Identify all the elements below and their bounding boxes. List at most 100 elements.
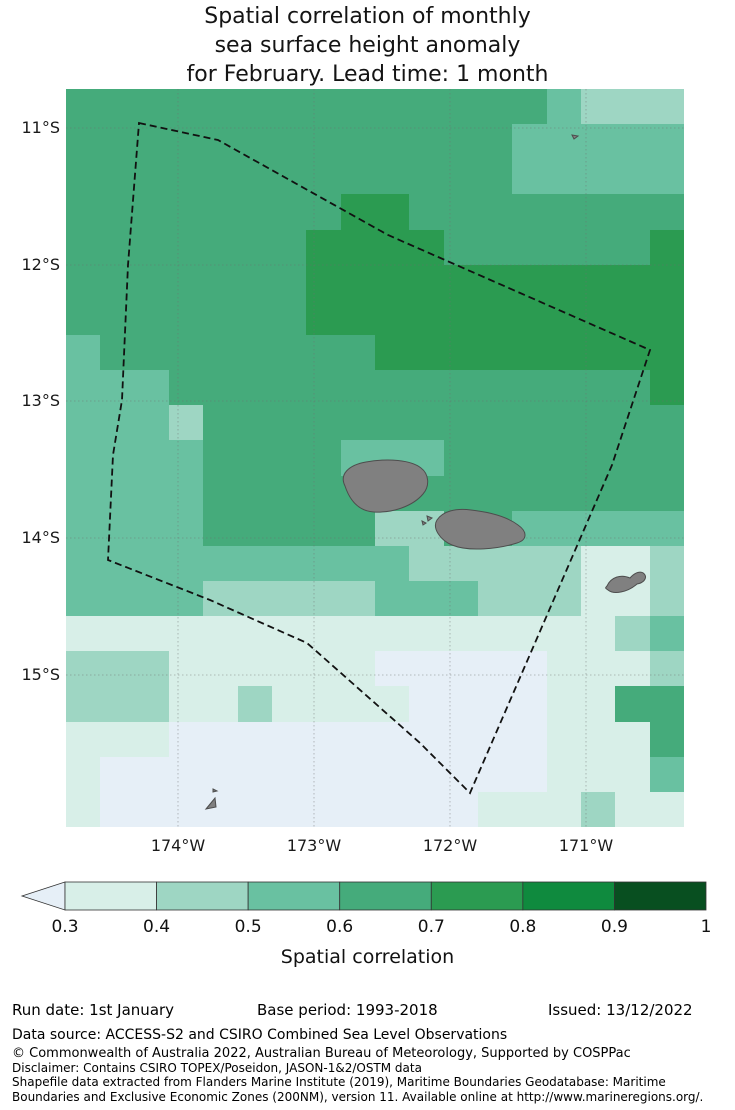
grid-cell	[341, 230, 375, 265]
grid-cell	[238, 230, 272, 265]
copyright-text: © Commonwealth of Australia 2022, Austra…	[12, 1046, 631, 1061]
grid-cell	[169, 405, 203, 440]
grid-cell	[478, 194, 512, 230]
island-upolu	[435, 508, 526, 550]
grid-cell	[547, 194, 581, 230]
grid-cell	[272, 792, 306, 827]
grid-cell	[444, 159, 478, 194]
grid-cell	[66, 651, 100, 686]
grid-cell	[306, 89, 341, 124]
grid-cell	[238, 722, 272, 757]
grid-cell	[650, 89, 684, 124]
grid-cell	[238, 651, 272, 686]
grid-cell	[306, 722, 341, 757]
grid-cell	[238, 546, 272, 581]
grid-cell	[409, 757, 444, 792]
grid-cell	[547, 686, 581, 722]
grid-cell	[478, 476, 512, 511]
grid-cell	[581, 546, 615, 581]
colorbar-tick-label: 1	[700, 917, 712, 937]
grid-cell	[100, 335, 135, 370]
grid-cell	[615, 370, 650, 405]
longitude-tick-label: 174°W	[150, 836, 206, 855]
grid-cell	[306, 300, 341, 335]
grid-cell	[169, 335, 203, 370]
grid-cell	[203, 194, 238, 230]
grid-cell	[306, 230, 341, 265]
island-apolima-islet	[421, 520, 427, 526]
grid-cell	[341, 722, 375, 757]
latitude-tick-label: 13°S	[21, 391, 60, 410]
grid-cell	[444, 546, 478, 581]
grid-cell	[306, 686, 341, 722]
grid-cell	[272, 194, 306, 230]
grid-cell	[512, 476, 547, 511]
grid-cell	[547, 476, 581, 511]
grid-cell	[203, 651, 238, 686]
grid-cell	[615, 440, 650, 476]
grid-cell	[650, 265, 684, 300]
grid-cell	[409, 616, 444, 651]
grid-cell	[512, 335, 547, 370]
colorbar-tick-label: 0.6	[326, 917, 354, 937]
grid-cell	[341, 792, 375, 827]
grid-cell	[581, 757, 615, 792]
grid-cell	[581, 686, 615, 722]
grid-cell	[341, 651, 375, 686]
grid-cell	[238, 476, 272, 511]
grid-cell	[272, 511, 306, 546]
issued-text: Issued: 13/12/2022	[548, 1001, 693, 1019]
grid-cell	[169, 194, 203, 230]
grid-cell	[238, 405, 272, 440]
grid-cell	[169, 546, 203, 581]
grid-cell	[375, 686, 409, 722]
longitude-tick-label: 171°W	[558, 836, 614, 855]
grid-cell	[375, 651, 409, 686]
colorbar	[20, 881, 707, 911]
grid-cell	[547, 405, 581, 440]
grid-cell	[306, 370, 341, 405]
grid-cell	[135, 89, 169, 124]
latitude-tick-label: 15°S	[21, 665, 60, 684]
grid-cell	[615, 686, 650, 722]
longitude-tick-label: 172°W	[422, 836, 478, 855]
grid-cell	[100, 300, 135, 335]
grid-cell	[409, 651, 444, 686]
grid-cell	[512, 300, 547, 335]
grid-cell	[444, 722, 478, 757]
grid-cell	[66, 792, 100, 827]
grid-cell	[375, 405, 409, 440]
grid-cell	[650, 370, 684, 405]
grid-cell	[615, 194, 650, 230]
grid-cell	[375, 792, 409, 827]
grid-cell	[272, 476, 306, 511]
grid-cell	[238, 757, 272, 792]
grid-cell	[650, 440, 684, 476]
island-swains-island	[571, 134, 580, 140]
colorbar-tick-label: 0.8	[509, 917, 537, 937]
grid-cell	[169, 476, 203, 511]
grid-cell	[238, 440, 272, 476]
grid-cell	[238, 686, 272, 722]
grid-cell	[547, 651, 581, 686]
grid-cell	[581, 230, 615, 265]
title-line-3: for February. Lead time: 1 month	[186, 62, 549, 87]
grid-cell	[650, 194, 684, 230]
grid-cell	[341, 511, 375, 546]
grid-cell	[135, 757, 169, 792]
grid-cell	[66, 335, 100, 370]
grid-cell	[512, 757, 547, 792]
grid-cell	[306, 159, 341, 194]
grid-cell	[375, 511, 409, 546]
grid-cell	[478, 159, 512, 194]
grid-cell	[547, 159, 581, 194]
grid-cell	[512, 546, 547, 581]
grid-cell	[203, 476, 238, 511]
shapefile-text-line2: Boundaries and Exclusive Economic Zones …	[12, 1090, 704, 1104]
grid-cell	[512, 405, 547, 440]
grid-cell	[375, 757, 409, 792]
grid-cell	[66, 124, 100, 159]
grid-cell	[409, 230, 444, 265]
grid-cell	[341, 757, 375, 792]
grid-cell	[100, 405, 135, 440]
